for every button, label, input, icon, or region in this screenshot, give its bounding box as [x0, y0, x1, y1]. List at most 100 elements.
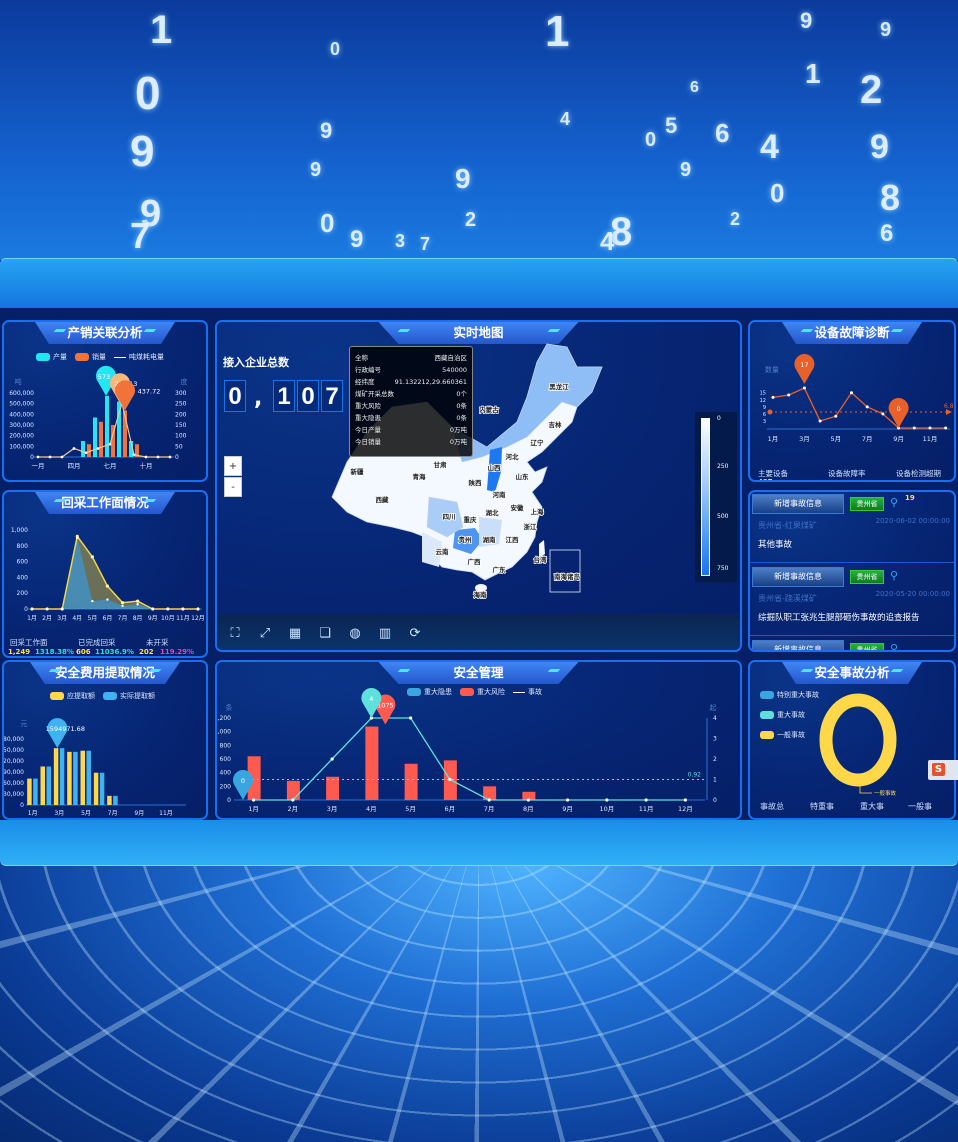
zoom-in-button[interactable]: +	[224, 456, 242, 476]
province-label[interactable]: 山西	[487, 462, 502, 473]
legend-item-major[interactable]: 重大事故	[760, 710, 805, 720]
location-pin-icon[interactable]: ⚲	[890, 642, 899, 652]
point-accident	[605, 798, 609, 802]
legend-item-especially-major[interactable]: 特别重大事故	[760, 690, 819, 700]
tick-label: 0	[175, 454, 179, 461]
legend-item-risk[interactable]: 重大风险	[460, 687, 505, 697]
province-badge[interactable]: 贵州省	[850, 643, 884, 650]
stat-value-unmined-pct: 11036.9%	[95, 648, 134, 656]
point-fault	[818, 419, 822, 423]
legend-item-power[interactable]: 吨煤耗电量	[114, 352, 164, 362]
building-icon[interactable]: ▥	[378, 626, 392, 641]
fullscreen-icon[interactable]: ⛶	[230, 626, 240, 641]
legend-item-accident[interactable]: 事故	[513, 687, 542, 697]
accident-item-header[interactable]: 新增事故信息	[752, 640, 844, 650]
province-label[interactable]: 南海诸岛	[553, 571, 581, 582]
tooltip-row: 今日产量 0万吨	[355, 424, 467, 436]
province-label[interactable]: 广西	[467, 556, 482, 567]
bar-required	[80, 750, 85, 805]
stat-value-pct: 119.29%	[160, 648, 195, 656]
province-label[interactable]: 河南	[492, 489, 507, 500]
province-label[interactable]: 安徽	[510, 502, 525, 513]
location-pin-icon[interactable]: ⚲	[890, 569, 899, 582]
panel-title: 安全事故分析	[782, 662, 922, 684]
province-label[interactable]: 黑龙江	[549, 381, 571, 392]
province-label[interactable]: 湖北	[485, 507, 500, 518]
tick-label: 四月	[68, 462, 81, 470]
accident-item-header[interactable]: 新增事故信息	[752, 494, 844, 514]
province-label[interactable]: 新疆	[350, 466, 365, 477]
tick-label: 一月	[32, 462, 45, 470]
province-label[interactable]: 台湾	[533, 554, 548, 565]
stat-value-fault-rate: --	[828, 478, 834, 482]
province-label[interactable]: 山东	[515, 471, 530, 482]
legend-item-required[interactable]: 应提取额	[50, 691, 95, 701]
point-series-2	[76, 536, 79, 540]
legend-item-hazard[interactable]: 重大隐患	[407, 687, 452, 697]
visual-map-legend[interactable]: 0 250 500 750	[695, 412, 737, 582]
background-digit: 4	[600, 226, 615, 256]
province-label[interactable]: 海南	[473, 589, 488, 600]
sogou-icon[interactable]: S	[932, 763, 945, 776]
province-label[interactable]: 广东	[492, 564, 507, 575]
province-label[interactable]: 贵州	[458, 534, 473, 545]
legend-item-general[interactable]: 一般事故	[760, 730, 805, 740]
province-label[interactable]: 重庆	[463, 514, 478, 525]
province-label[interactable]: 江西	[505, 534, 520, 545]
point-fault	[912, 426, 916, 430]
province-badge[interactable]: 贵州省	[850, 570, 884, 584]
tick-label: 200	[220, 783, 232, 790]
location-pin-icon[interactable]: ⚲	[890, 496, 899, 509]
province-label[interactable]: 四川	[442, 512, 457, 522]
province-label[interactable]: 上海	[530, 506, 545, 517]
province-label[interactable]: 青海	[412, 471, 427, 482]
province-label[interactable]: 湖南	[482, 534, 497, 545]
province-label[interactable]: 吉林	[548, 419, 563, 430]
tick-label: 5月	[405, 805, 416, 813]
province-label[interactable]: 河北	[505, 451, 520, 462]
refresh-icon[interactable]: ⟳	[409, 626, 421, 641]
tooltip-row: 行政编号 540000	[355, 364, 467, 376]
bar-major-risk	[404, 763, 418, 800]
panel-mining-face: 回采工作面情况 0 200 400 600 800 1,000 1月 2月 3月 4月 5月 6月 7月…	[2, 490, 208, 658]
province-label[interactable]: 西藏	[375, 494, 390, 505]
panel-title: 设备故障诊断	[782, 322, 922, 344]
donut-slice-general	[819, 693, 897, 787]
province-label[interactable]: 辽宁	[530, 437, 545, 448]
tick-label: 1月	[28, 810, 38, 817]
province-label[interactable]: 内蒙古	[479, 404, 501, 415]
point-power	[144, 455, 148, 459]
expand-icon[interactable]: ⤢	[259, 626, 271, 641]
tick-label: 7月	[862, 435, 873, 443]
province-label[interactable]: 云南	[435, 546, 450, 557]
stat-label-equipment: 主要设备	[758, 469, 788, 478]
panel-safety-management: 安全管理 重大隐患 重大风险 事故 条起02004006008001,0001,…	[215, 660, 742, 820]
point-series-2	[60, 607, 64, 611]
point-series-1	[90, 555, 94, 559]
accident-item-header[interactable]: 新增事故信息	[752, 567, 844, 587]
chart-legend: 重大隐患 重大风险 事故	[407, 687, 542, 697]
province-badge[interactable]: 贵州省	[850, 497, 884, 511]
tick-label: 11月	[176, 615, 190, 622]
zoom-out-button[interactable]: -	[224, 477, 242, 497]
line-accident	[253, 717, 686, 801]
stat-value-overdue: 19	[905, 494, 915, 502]
tick-label: 8月	[523, 805, 534, 813]
globe-icon[interactable]: ◍	[349, 626, 361, 641]
tick-label: 0	[20, 802, 24, 809]
province-label[interactable]: 浙江	[523, 521, 538, 532]
legend-item-actual[interactable]: 实际提取额	[103, 691, 155, 701]
grid-icon[interactable]: ▦	[288, 626, 302, 641]
legend-item-production[interactable]: 产量	[36, 352, 67, 362]
point-accident	[683, 798, 687, 802]
legend-item-sales[interactable]: 销量	[75, 352, 106, 362]
tick-label: 400	[220, 770, 232, 777]
layers-icon[interactable]: ❏	[319, 626, 331, 641]
visual-map-gradient[interactable]	[701, 418, 710, 576]
input-method-widget[interactable]: S	[928, 760, 958, 780]
point-series-1	[136, 599, 140, 603]
map-region-guizhou	[453, 528, 483, 554]
province-label[interactable]: 陕西	[468, 477, 483, 488]
province-label[interactable]: 甘肃	[433, 459, 448, 470]
